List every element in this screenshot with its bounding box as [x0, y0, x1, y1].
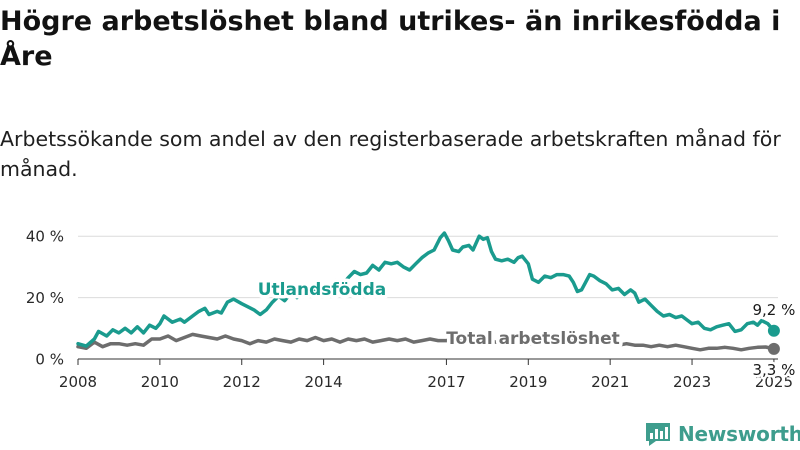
- x-tick-label: 2012: [223, 373, 261, 391]
- series-line: [76, 332, 776, 352]
- x-tick-label: 2021: [591, 373, 629, 391]
- series-end-value-label: 3,3 %: [752, 361, 795, 379]
- x-tick-label: 2014: [305, 373, 343, 391]
- x-tick-label: 2010: [141, 373, 179, 391]
- y-gridlines: [78, 235, 778, 360]
- y-tick-label: 0 %: [35, 351, 64, 369]
- series-name-label: Total arbetslöshet: [446, 329, 620, 349]
- series-name-label: Utlandsfödda: [258, 280, 387, 300]
- page-title: Högre arbetslöshet bland utrikes- än inr…: [0, 6, 781, 72]
- x-tick-label: 2019: [509, 373, 547, 391]
- y-tick-label: 20 %: [26, 289, 64, 307]
- x-tick-label: 2023: [673, 373, 711, 391]
- series-end-marker: [767, 324, 780, 337]
- x-tick-label: 2017: [427, 373, 465, 391]
- series-line: [76, 231, 776, 348]
- page-subtitle: Arbetssökande som andel av den registerb…: [0, 127, 781, 181]
- series-lines: [76, 231, 776, 352]
- brand-name: Newsworthy: [678, 422, 800, 446]
- series-end-marker: [767, 342, 780, 355]
- series-labels: Utlandsfödda Total arbetslöshet 9,2 % 3,3 %: [254, 277, 798, 382]
- x-tick-label: 2025: [755, 373, 793, 391]
- brand-logo: Newsworthy: [645, 420, 800, 448]
- y-axis: 0 % 20 % 40 %: [26, 228, 64, 369]
- y-tick-label: 40 %: [26, 228, 64, 246]
- x-axis: 2008 2010 2012 2014 2017 2019 2021 2023 2025: [59, 359, 793, 391]
- x-tick-label: 2008: [59, 373, 97, 391]
- newsworthy-logo-icon: [646, 423, 670, 446]
- series-end-value-label: 9,2 %: [752, 301, 795, 319]
